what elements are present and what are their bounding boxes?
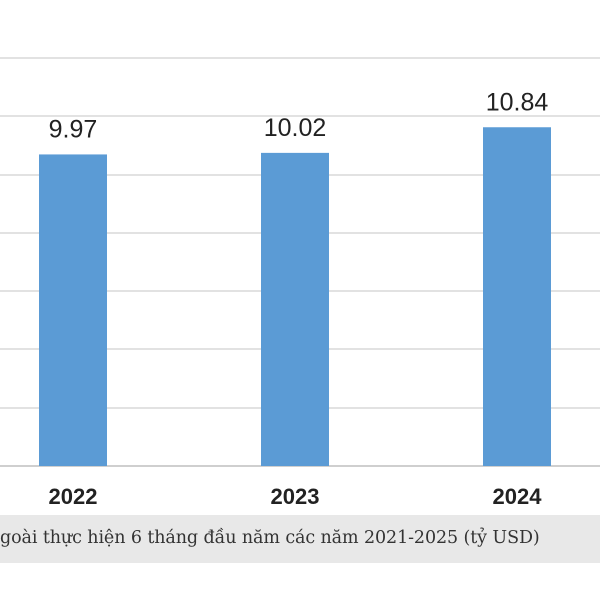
value-labels: 9.97 10.02 10.84 bbox=[49, 88, 549, 143]
category-label-2024: 2024 bbox=[493, 484, 543, 509]
category-labels: 2022 2023 2024 bbox=[49, 484, 543, 509]
value-label-2022: 9.97 bbox=[49, 115, 98, 143]
bar-2024 bbox=[483, 127, 551, 466]
category-label-2023: 2023 bbox=[271, 484, 320, 509]
category-label-2022: 2022 bbox=[49, 484, 98, 509]
value-label-2023: 10.02 bbox=[264, 114, 327, 142]
chart-caption: goài thực hiện 6 tháng đầu năm các năm 2… bbox=[0, 528, 540, 548]
bar-2023 bbox=[261, 152, 329, 466]
caption-band bbox=[0, 515, 600, 563]
value-label-2024: 10.84 bbox=[486, 88, 549, 116]
bars bbox=[39, 127, 551, 466]
bar-2022 bbox=[39, 154, 107, 466]
